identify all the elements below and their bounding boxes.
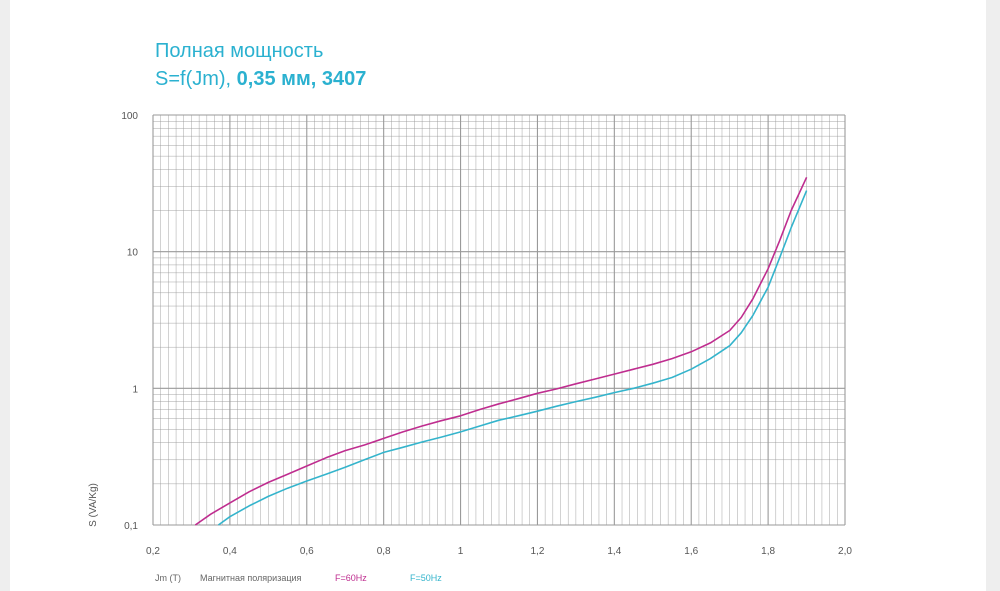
left-border-strip [0, 0, 10, 591]
chart-title-formula: S=f(Jm), [155, 68, 237, 90]
y-axis-label: S (VA/Kg) [88, 483, 99, 527]
chart-legend: Jm (T) Магнитная поляризация F=60Hz F=50… [155, 573, 442, 583]
x-axis-label-text: Магнитная поляризация [200, 573, 302, 583]
chart-title-line1: Полная мощность [155, 40, 324, 62]
legend-item-50hz: F=50Hz [410, 573, 442, 583]
series-line-50hz [217, 190, 808, 526]
chart-series [194, 176, 808, 526]
chart-title: Полная мощность S=f(Jm), 0,35 мм, 3407 [155, 37, 366, 93]
y-tick-label: 100 [121, 111, 138, 122]
x-axis-label-unit: Jm (T) [155, 573, 181, 583]
x-tick-label: 0,6 [300, 546, 314, 557]
chart-title-line2: S=f(Jm), 0,35 мм, 3407 [155, 65, 366, 93]
right-border-strip [986, 0, 1000, 591]
chart-grid [152, 114, 846, 526]
x-tick-label: 1,6 [684, 546, 698, 557]
y-axis-ticks: 0,1 1 10 100 [121, 111, 138, 532]
series-line-60hz [194, 176, 808, 526]
x-tick-label: 1,4 [607, 546, 621, 557]
x-tick-label: 1,8 [761, 546, 775, 557]
chart-title-params: 0,35 мм, 3407 [236, 68, 367, 90]
x-axis-ticks: 0,2 0,4 0,6 0,8 1 1,2 1,4 1,6 1,8 2,0 [146, 546, 852, 557]
x-tick-label: 0,8 [377, 546, 391, 557]
legend-item-60hz: F=60Hz [335, 573, 367, 583]
y-tick-label: 10 [127, 248, 139, 259]
x-tick-label: 2,0 [838, 546, 852, 557]
x-tick-label: 1,2 [530, 546, 544, 557]
x-tick-label: 0,2 [146, 546, 160, 557]
y-tick-label: 0,1 [124, 521, 138, 532]
x-tick-label: 0,4 [223, 546, 237, 557]
y-tick-label: 1 [132, 384, 138, 395]
x-tick-label: 1 [458, 546, 464, 557]
